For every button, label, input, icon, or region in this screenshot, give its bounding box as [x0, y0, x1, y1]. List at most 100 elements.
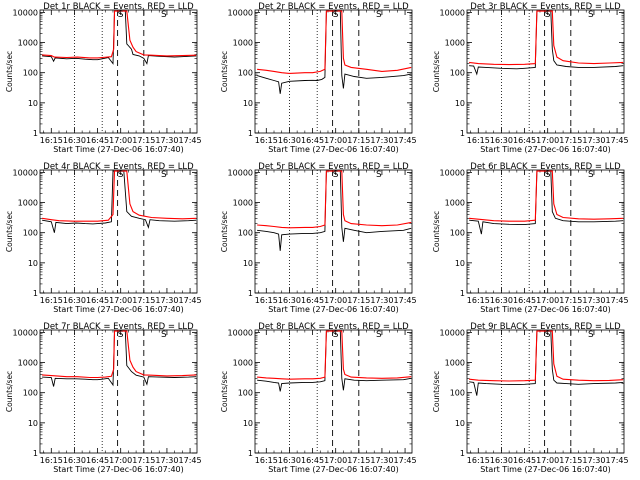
chart-panel-6: 1 10 100 1000 10000 16:15 16:30 16:45 17:00 17:15…: [432, 162, 629, 314]
x-tick-label: 16:30: [490, 456, 513, 465]
saa-marker: S: [118, 10, 124, 20]
lld-series-line: [257, 330, 412, 380]
x-tick-label: 17:45: [606, 296, 629, 305]
panel-title: Det 4r BLACK = Events, RED = LLD: [43, 162, 194, 172]
y-tick-label: 1: [248, 129, 253, 138]
chart-panel-1: 1 10 100 1000 10000 16:15 16:30 16:45 17:00 17:15…: [5, 2, 202, 154]
saa-marker: S: [118, 170, 124, 180]
y-tick-label: 10: [28, 259, 38, 268]
x-tick-label: 17:15: [347, 136, 370, 145]
x-tick-label: 17:15: [347, 296, 370, 305]
series-group: [469, 330, 624, 396]
y-axis-label: Counts/sec: [5, 371, 14, 412]
x-tick-label: 16:30: [63, 456, 86, 465]
saa-marker: S: [161, 330, 167, 340]
y-tick-label: 100: [450, 69, 465, 78]
chart-panel-2: 1 10 100 1000 10000 16:15 16:30 16:45 17:00 17:15…: [220, 2, 417, 154]
lld-series-line: [469, 170, 624, 222]
x-tick-label: 17:30: [582, 296, 605, 305]
x-tick-label: 17:45: [179, 136, 202, 145]
x-tick-label: 17:15: [132, 296, 155, 305]
y-tick-label: 10: [243, 259, 253, 268]
lld-series-line: [257, 10, 412, 74]
panel-title: Det 7r BLACK = Events, RED = LLD: [43, 322, 194, 332]
x-axis-label: Start Time (27-Dec-06 16:07:40): [53, 465, 184, 474]
x-tick-label: 17:00: [109, 136, 132, 145]
plot-frame: [39, 169, 198, 294]
saa-marker: S: [588, 170, 594, 180]
x-tick-label: 17:00: [324, 136, 347, 145]
y-axis-label: Counts/sec: [220, 371, 229, 412]
x-tick-label: 17:00: [109, 456, 132, 465]
panel-title: Det 1r BLACK = Events, RED = LLD: [43, 2, 194, 12]
y-axis-label: Counts/sec: [432, 371, 441, 412]
x-tick-label: 17:45: [179, 456, 202, 465]
y-tick-label: 100: [450, 389, 465, 398]
x-tick-label: 16:30: [63, 136, 86, 145]
series-group: [42, 330, 197, 387]
lld-series-line: [469, 330, 624, 382]
x-tick-label: 17:00: [109, 296, 132, 305]
saa-marker: S: [588, 330, 594, 340]
y-tick-label: 100: [23, 229, 38, 238]
x-tick-label: 16:45: [301, 296, 324, 305]
events-series-line: [257, 170, 412, 251]
lld-series-line: [42, 10, 197, 59]
x-tick-label: 16:15: [467, 136, 490, 145]
x-axis-label: Start Time (27-Dec-06 16:07:40): [53, 305, 184, 314]
x-tick-label: 17:30: [370, 296, 393, 305]
y-tick-label: 1000: [18, 39, 38, 48]
plot-frame: [39, 329, 198, 454]
saa-marker: S: [588, 10, 594, 20]
panel-title: Det 5r BLACK = Events, RED = LLD: [258, 162, 409, 172]
x-tick-label: 17:15: [559, 296, 582, 305]
x-tick-label: 16:45: [513, 136, 536, 145]
y-tick-label: 10: [243, 99, 253, 108]
x-tick-label: 16:15: [255, 136, 278, 145]
y-tick-label: 10000: [228, 328, 253, 337]
saa-marker: S: [118, 330, 124, 340]
y-tick-label: 100: [450, 229, 465, 238]
saa-marker: S: [333, 330, 339, 340]
y-tick-label: 1000: [233, 39, 253, 48]
x-tick-label: 16:30: [278, 296, 301, 305]
y-tick-label: 10000: [440, 8, 465, 17]
y-tick-label: 10000: [440, 328, 465, 337]
x-tick-label: 16:15: [40, 296, 63, 305]
x-tick-label: 16:45: [86, 456, 109, 465]
series-group: [256, 10, 412, 94]
x-tick-label: 16:30: [490, 296, 513, 305]
x-tick-label: 17:00: [536, 136, 559, 145]
x-tick-label: 16:45: [301, 456, 324, 465]
plot-frame: [466, 169, 625, 294]
x-tick-label: 16:45: [86, 136, 109, 145]
x-tick-label: 16:45: [513, 296, 536, 305]
events-series-line: [42, 170, 197, 233]
saa-marker: S: [376, 330, 382, 340]
x-tick-label: 16:15: [40, 136, 63, 145]
series-group: [42, 170, 197, 233]
panel-title: Det 6r BLACK = Events, RED = LLD: [470, 162, 621, 172]
saa-marker: S: [545, 10, 551, 20]
plot-frame: [254, 329, 413, 454]
series-group: [42, 10, 197, 65]
chart-panel-8: 1 10 100 1000 10000 16:15 16:30 16:45 17:00 17:15…: [220, 322, 417, 474]
chart-panel-9: 1 10 100 1000 10000 16:15 16:30 16:45 17:00 17:15…: [432, 322, 629, 474]
y-tick-label: 1: [33, 289, 38, 298]
plot-frame: [466, 329, 625, 454]
x-tick-label: 17:00: [324, 456, 347, 465]
saa-marker: S: [545, 170, 551, 180]
y-tick-label: 100: [238, 69, 253, 78]
x-tick-label: 16:30: [278, 456, 301, 465]
x-tick-label: 17:45: [394, 296, 417, 305]
x-tick-label: 16:30: [490, 136, 513, 145]
x-tick-label: 16:15: [255, 296, 278, 305]
chart-panel-4: 1 10 100 1000 10000 16:15 16:30 16:45 17:00 17:15…: [5, 162, 202, 314]
y-tick-label: 1000: [18, 199, 38, 208]
panel-title: Det 8r BLACK = Events, RED = LLD: [258, 322, 409, 332]
x-tick-label: 16:30: [63, 296, 86, 305]
series-group: [469, 170, 624, 235]
chart-panel-7: 1 10 100 1000 10000 16:15 16:30 16:45 17:00 17:15…: [5, 322, 202, 474]
y-tick-label: 10: [455, 419, 465, 428]
plot-frame: [39, 9, 198, 134]
